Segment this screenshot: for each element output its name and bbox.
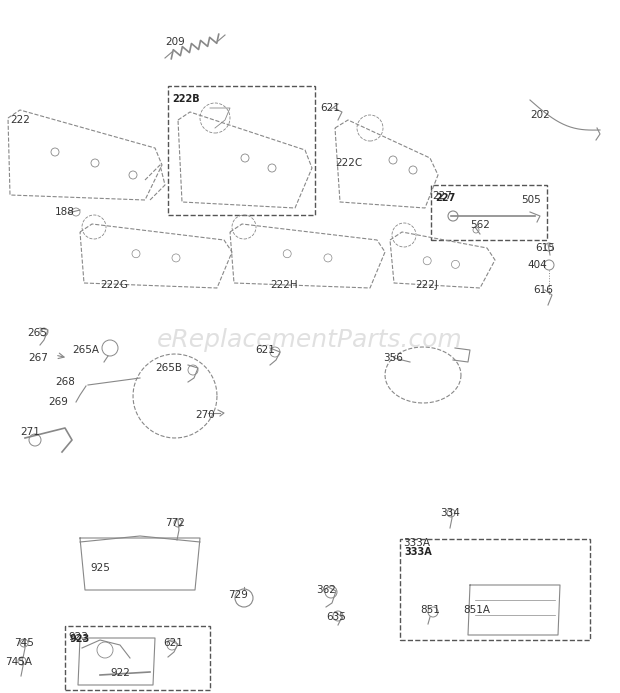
Text: 268: 268: [55, 377, 75, 387]
Text: 745A: 745A: [5, 657, 32, 667]
Text: 772: 772: [165, 518, 185, 528]
Text: 923: 923: [68, 632, 88, 642]
Text: 271: 271: [20, 427, 40, 437]
Text: 222J: 222J: [415, 280, 438, 290]
Text: 635: 635: [326, 612, 346, 622]
Text: 222: 222: [10, 115, 30, 125]
Bar: [400, 539, 590, 640]
Bar: [65, 626, 210, 690]
Bar: [431, 185, 547, 240]
Text: 222G: 222G: [100, 280, 128, 290]
Text: 621: 621: [255, 345, 275, 355]
Text: 265B: 265B: [155, 363, 182, 373]
Text: 209: 209: [165, 37, 185, 47]
Text: 265: 265: [27, 328, 47, 338]
Text: 270: 270: [195, 410, 215, 420]
Text: 562: 562: [470, 220, 490, 230]
Text: 333A: 333A: [403, 538, 430, 548]
Text: 188: 188: [55, 207, 75, 217]
Bar: [168, 86, 315, 215]
Text: 334: 334: [440, 508, 460, 518]
Text: 222C: 222C: [335, 158, 362, 168]
Text: 621: 621: [320, 103, 340, 113]
Text: 269: 269: [48, 397, 68, 407]
Text: 851: 851: [420, 605, 440, 615]
Text: 505: 505: [521, 195, 541, 205]
Text: 227: 227: [432, 191, 452, 201]
Text: 616: 616: [533, 285, 553, 295]
Text: 267: 267: [28, 353, 48, 363]
Text: 404: 404: [527, 260, 547, 270]
Text: 362: 362: [316, 585, 336, 595]
Text: 265A: 265A: [72, 345, 99, 355]
Text: 923: 923: [69, 634, 89, 644]
Text: 729: 729: [228, 590, 248, 600]
Text: 227: 227: [435, 193, 455, 203]
Text: eReplacementParts.com: eReplacementParts.com: [157, 328, 463, 351]
Text: 745: 745: [14, 638, 34, 648]
Text: 202: 202: [530, 110, 550, 120]
Text: 333A: 333A: [404, 547, 432, 557]
Text: 922: 922: [110, 668, 130, 678]
Text: 222H: 222H: [270, 280, 298, 290]
Text: 851A: 851A: [463, 605, 490, 615]
Text: 356: 356: [383, 353, 403, 363]
Text: 621: 621: [163, 638, 183, 648]
Text: 925: 925: [90, 563, 110, 573]
Text: 222B: 222B: [172, 94, 200, 104]
Text: 615: 615: [535, 243, 555, 253]
